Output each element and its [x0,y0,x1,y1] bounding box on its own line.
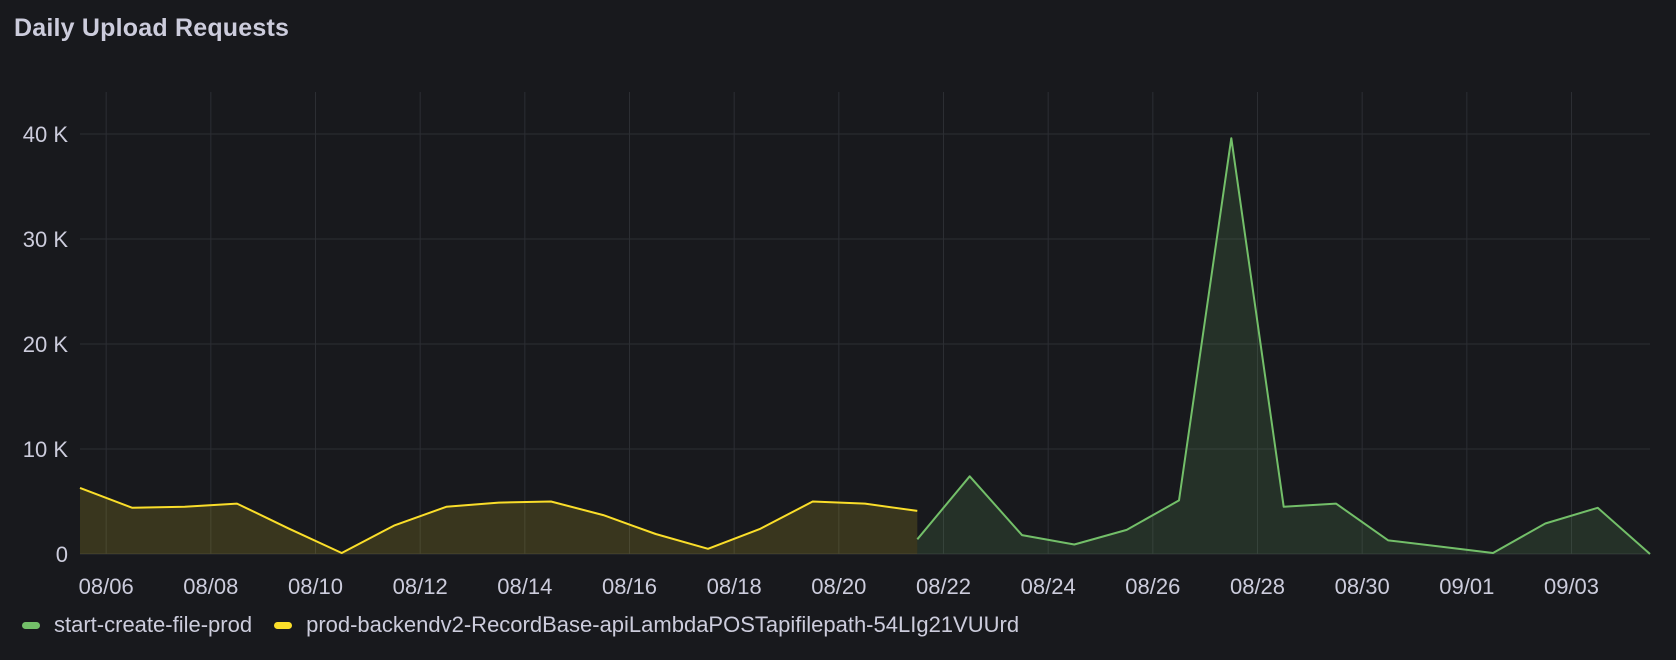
legend-swatch [22,621,40,629]
x-tick-label: 08/06 [79,574,134,599]
chart-grid [80,92,1650,555]
data-point [1648,552,1652,556]
data-point [130,506,134,510]
data-point [968,474,972,478]
chart-plot: 010 K20 K30 K40 K 08/06 08/08 08/10 08/12 08… [23,92,1652,599]
y-axis-labels: 0 10 K 20 K 30 K 40 K [23,122,69,567]
chart-legend: start-create-file-prod prod-backendv2-Rec… [22,612,1019,638]
legend-label: start-create-file-prod [54,612,253,637]
x-tick-label: 08/14 [497,574,552,599]
x-axis-labels: 08/06 08/08 08/10 08/12 08/14 08/16 08/18 08/20… [79,574,1599,599]
x-tick-label: 08/12 [393,574,448,599]
data-point [444,505,448,509]
x-tick-label: 08/16 [602,574,657,599]
x-tick-label: 09/03 [1544,574,1599,599]
y-tick-label: 30 K [23,227,69,252]
data-point [1439,545,1443,549]
series-area-1 [80,487,918,554]
data-point [1596,506,1600,510]
data-point [811,500,815,504]
data-point [706,547,710,551]
data-point [1334,502,1338,506]
chart-lines [78,136,1652,556]
y-tick-label: 10 K [23,437,69,462]
x-tick-label: 09/01 [1439,574,1494,599]
data-point [1177,498,1181,502]
data-point [392,524,396,528]
y-tick-label: 40 K [23,122,69,147]
legend-item-0[interactable]: start-create-file-prod [22,612,252,638]
series-line-1[interactable] [79,486,918,554]
x-tick-label: 08/24 [1021,574,1076,599]
data-point [1282,505,1286,509]
y-tick-label: 20 K [23,332,69,357]
panel-title: Daily Upload Requests [14,14,290,42]
data-point [1491,551,1495,555]
data-point [78,486,82,490]
data-point [863,502,867,506]
x-tick-label: 08/08 [183,574,238,599]
chart-areas [80,138,1650,554]
x-tick-label: 08/30 [1335,574,1390,599]
data-point [340,551,344,555]
data-point [654,532,658,536]
y-tick-label: 0 [56,542,68,567]
data-point [915,509,919,513]
data-point [1386,538,1390,542]
data-point [1543,522,1547,526]
data-point [287,527,291,531]
data-point [183,505,187,509]
series-area-0 [917,138,1650,554]
series-line-0[interactable] [916,137,1651,555]
data-point [1229,136,1233,140]
data-point [1072,543,1076,547]
legend-swatch [274,621,293,629]
data-point [497,501,501,505]
data-point [758,527,762,531]
data-point [601,513,605,517]
x-tick-label: 08/26 [1125,574,1180,599]
legend-item-1[interactable]: prod-backendv2-RecordBase-apiLambdaPOSTa… [274,612,1019,638]
x-tick-label: 08/28 [1230,574,1285,599]
x-tick-label: 08/22 [916,574,971,599]
data-point [915,537,919,541]
x-tick-label: 08/10 [288,574,343,599]
data-point [235,502,239,506]
data-point [1020,533,1024,537]
x-tick-label: 08/20 [811,574,866,599]
data-point [549,500,553,504]
legend-label: prod-backendv2-RecordBase-apiLambdaPOSTa… [306,612,1020,637]
x-tick-label: 08/18 [707,574,762,599]
data-point [1125,528,1129,532]
